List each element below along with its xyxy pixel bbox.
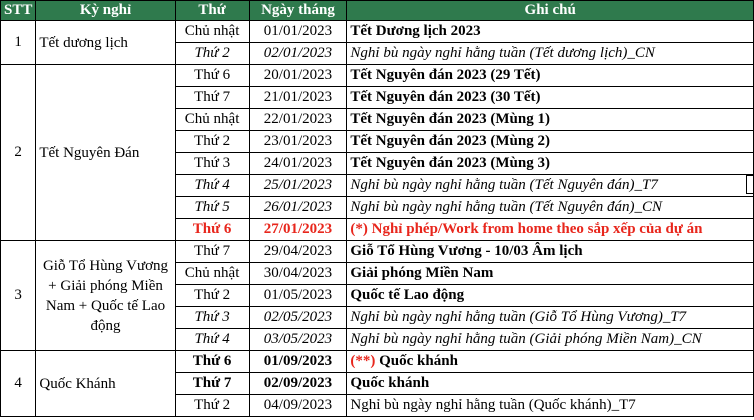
date-cell[interactable]: 01/05/2023	[248, 284, 348, 307]
holiday-name-cell[interactable]: Quốc Khánh	[35, 350, 176, 417]
table-row: Thứ 5 26/01/2023 Nghỉ bù ngày nghỉ hằng tu…	[1, 196, 754, 219]
holiday-name-cell[interactable]: Giỗ Tổ Hùng Vương + Giải phóng Miền Nam …	[35, 240, 176, 351]
weekday-cell[interactable]: Thứ 7	[174, 240, 250, 263]
table-row: Thứ 4 03/05/2023 Nghỉ bù ngày nghỉ hằng tu…	[1, 328, 754, 351]
date-cell[interactable]: 01/01/2023	[248, 20, 348, 43]
note-cell[interactable]: Tết Nguyên đán 2023 (29 Tết)	[346, 64, 754, 87]
stt-cell[interactable]: 4	[0, 350, 37, 417]
weekday-cell[interactable]: Chủ nhật	[174, 262, 250, 285]
note-cell[interactable]: Giỗ Tổ Hùng Vương - 10/03 Âm lịch	[346, 240, 754, 263]
note-cell[interactable]: Nghỉ bù ngày nghỉ hằng tuần (Tết dương l…	[346, 42, 754, 65]
date-cell[interactable]: 20/01/2023	[248, 64, 348, 87]
weekday-cell[interactable]: Thứ 3	[174, 152, 250, 175]
date-cell[interactable]: 30/04/2023	[248, 262, 348, 285]
note-cell[interactable]: Tết Nguyên đán 2023 (30 Tết)	[346, 86, 754, 109]
date-cell[interactable]: 21/01/2023	[248, 86, 348, 109]
table-row: Thứ 7 02/09/2023 Quốc khánh	[1, 372, 754, 395]
weekday-cell[interactable]: Thứ 6	[174, 350, 250, 373]
note-cell[interactable]: Tết Nguyên đán 2023 (Mùng 1)	[346, 108, 754, 131]
table-row: Thứ 7 21/01/2023 Tết Nguyên đán 2023 (30 T…	[1, 86, 754, 109]
weekday-cell[interactable]: Thứ 7	[174, 372, 250, 395]
date-cell[interactable]: 04/09/2023	[248, 394, 348, 417]
note-cell[interactable]: Giải phóng Miền Nam	[346, 262, 754, 285]
note-cell[interactable]: (*) Nghỉ phép/Work from home theo sắp xế…	[346, 218, 754, 241]
table-row: 3 Giỗ Tổ Hùng Vương + Giải phóng Miền Nam…	[0, 240, 754, 351]
note-cell[interactable]: Tết Nguyên đán 2023 (Mùng 3)	[346, 152, 754, 175]
date-cell[interactable]: 26/01/2023	[248, 196, 348, 219]
header-note[interactable]: Ghi chú	[346, 0, 754, 21]
date-cell[interactable]: 22/01/2023	[248, 108, 348, 131]
header-row: STT Kỳ nghỉ Thứ Ngày tháng Ghi chú	[0, 0, 754, 21]
note-cell[interactable]: Tết Nguyên đán 2023 (Mùng 2)	[346, 130, 754, 153]
holiday-name-cell[interactable]: Tết Nguyên Đán	[35, 64, 176, 241]
stt-cell[interactable]: 3	[0, 240, 37, 351]
note-cell[interactable]: Nghỉ bù ngày nghỉ hằng tuần (Giải phóng …	[346, 328, 754, 351]
note-prefix-marker: (**)	[350, 353, 376, 369]
table-body: 1 Tết dương lịch Chủ nhật 01/01/2023 Tết Dươ…	[0, 20, 754, 417]
weekday-cell[interactable]: Thứ 4	[174, 328, 250, 351]
date-cell[interactable]: 01/09/2023	[248, 350, 348, 373]
weekday-cell[interactable]: Chủ nhật	[174, 20, 250, 43]
date-cell[interactable]: 02/05/2023	[248, 306, 348, 329]
note-cell[interactable]: Nghỉ bù ngày nghỉ hằng tuần (Quốc khánh)…	[346, 394, 754, 417]
table-row: Thứ 2 04/09/2023 Nghỉ bù ngày nghỉ hằng tu…	[1, 394, 754, 417]
table-row: 2 Tết Nguyên Đán Thứ 6 20/01/2023 Tết Nguyên…	[0, 64, 754, 241]
weekday-cell[interactable]: Thứ 4	[174, 174, 250, 197]
date-cell[interactable]: 23/01/2023	[248, 130, 348, 153]
weekday-cell[interactable]: Thứ 2	[174, 284, 250, 307]
weekday-cell[interactable]: Thứ 2	[174, 130, 250, 153]
header-date[interactable]: Ngày tháng	[248, 0, 348, 21]
weekday-cell[interactable]: Thứ 6	[174, 218, 250, 241]
weekday-cell[interactable]: Thứ 7	[174, 86, 250, 109]
date-cell[interactable]: 29/04/2023	[248, 240, 348, 263]
table-row: Thứ 4 25/01/2023 Nghỉ bù ngày nghỉ hằng tu…	[1, 174, 754, 197]
note-cell[interactable]: Nghỉ bù ngày nghỉ hằng tuần (Giỗ Tổ Hùng…	[346, 306, 754, 329]
weekday-cell[interactable]: Thứ 5	[174, 196, 250, 219]
header-holiday[interactable]: Kỳ nghỉ	[35, 0, 176, 21]
note-cell[interactable]: Nghỉ bù ngày nghỉ hằng tuần (Tết Nguyên …	[346, 174, 754, 197]
date-cell[interactable]: 03/05/2023	[248, 328, 348, 351]
weekday-cell[interactable]: Thứ 3	[174, 306, 250, 329]
header-weekday[interactable]: Thứ	[174, 0, 250, 21]
weekday-cell[interactable]: Thứ 6	[174, 64, 250, 87]
weekday-cell[interactable]: Thứ 2	[174, 394, 250, 417]
table-row: Chủ nhật 22/01/2023 Tết Nguyên đán 2023 (M…	[1, 108, 754, 131]
note-cell[interactable]: Quốc tế Lao động	[346, 284, 754, 307]
note-cell[interactable]: (**) Quốc khánh	[346, 350, 754, 373]
note-cell[interactable]: Nghỉ bù ngày nghỉ hằng tuần (Tết Nguyên …	[346, 196, 754, 219]
date-cell[interactable]: 02/01/2023	[248, 42, 348, 65]
table-row: 4 Quốc Khánh Thứ 6 01/09/2023 (**) Quốc khán…	[0, 350, 754, 417]
note-cell[interactable]: Quốc khánh	[346, 372, 754, 395]
table-row: 1 Tết dương lịch Chủ nhật 01/01/2023 Tết Dươ…	[0, 20, 754, 65]
stt-cell[interactable]: 1	[0, 20, 37, 65]
date-cell[interactable]: 27/01/2023	[248, 218, 348, 241]
weekday-cell[interactable]: Thứ 2	[174, 42, 250, 65]
date-cell[interactable]: 24/01/2023	[248, 152, 348, 175]
table-row: Thứ 3 24/01/2023 Tết Nguyên đán 2023 (Mùng…	[1, 152, 754, 175]
holiday-name-cell[interactable]: Tết dương lịch	[35, 20, 176, 65]
weekday-cell[interactable]: Chủ nhật	[174, 108, 250, 131]
stt-cell[interactable]: 2	[0, 64, 37, 241]
cell-cursor-marker	[746, 175, 753, 194]
date-cell[interactable]: 25/01/2023	[248, 174, 348, 197]
date-cell[interactable]: 02/09/2023	[248, 372, 348, 395]
note-cell[interactable]: Tết Dương lịch 2023	[346, 20, 754, 43]
note-text: Quốc khánh	[379, 353, 458, 369]
header-stt[interactable]: STT	[0, 0, 37, 21]
table-row: Chủ nhật 30/04/2023 Giải phóng Miền Nam	[1, 262, 754, 285]
